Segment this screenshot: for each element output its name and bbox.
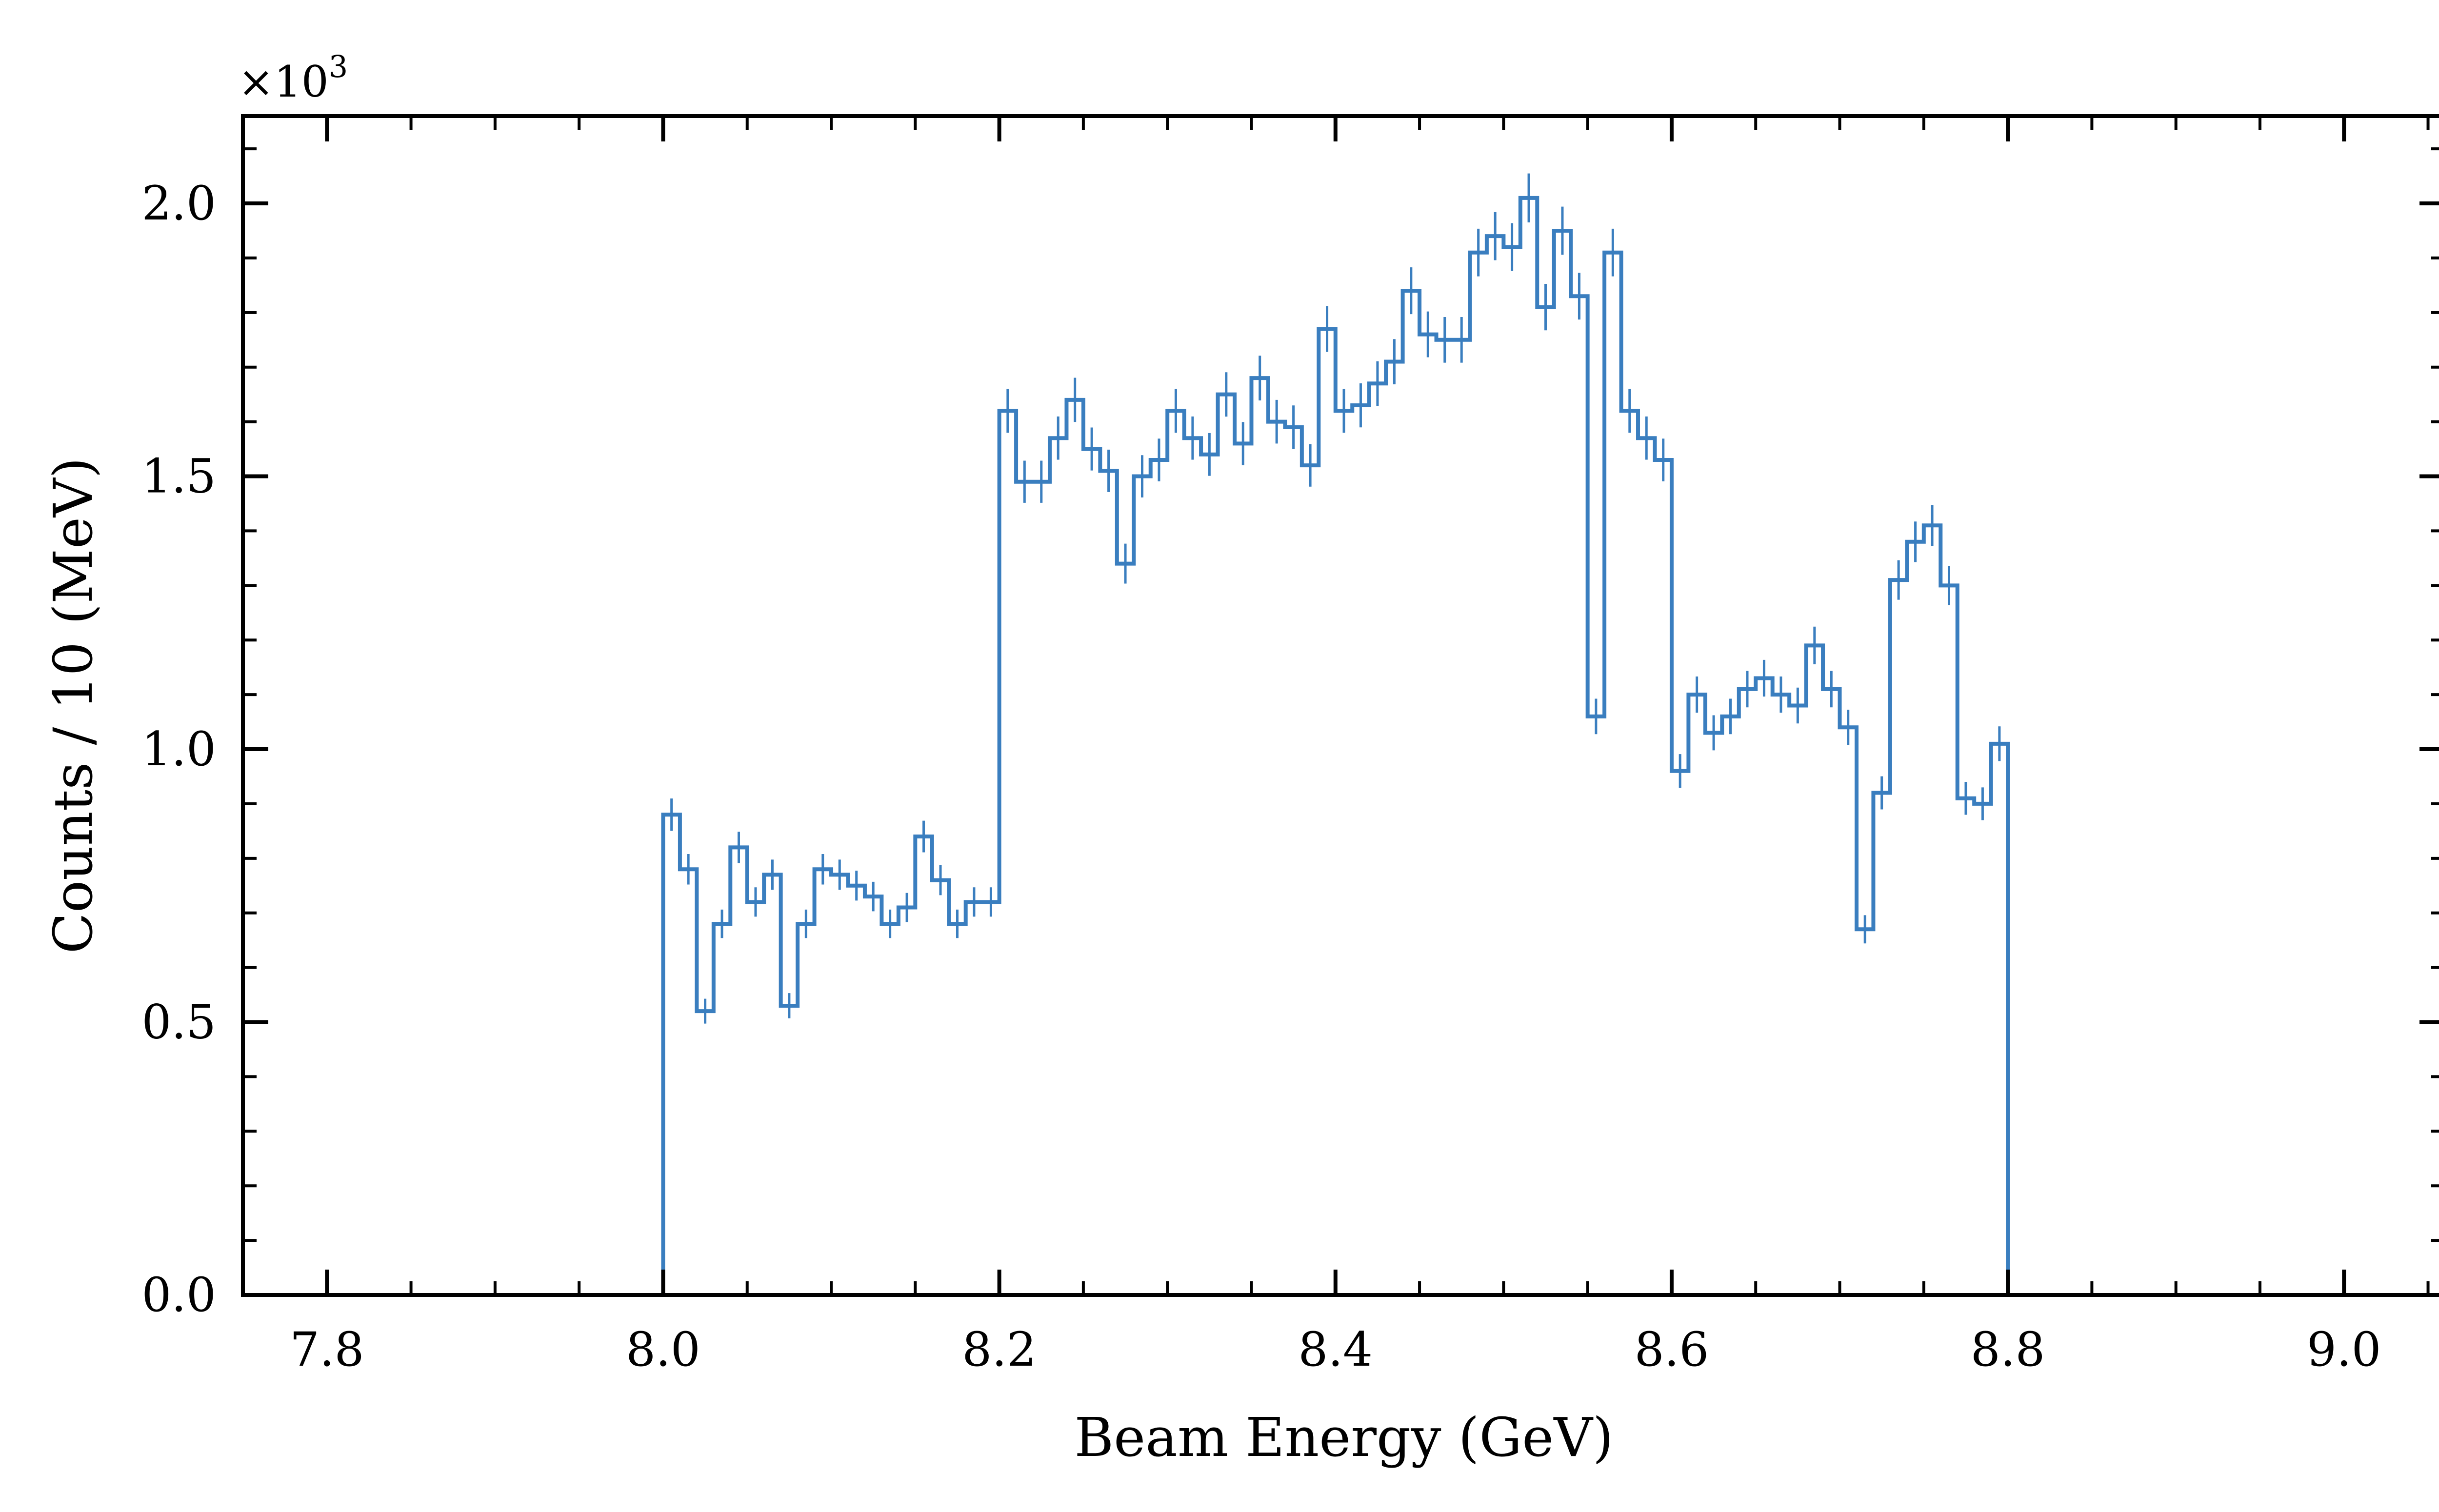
histogram-step-line [661, 196, 2010, 1295]
y-multiplier-base: ×10 [238, 57, 329, 107]
x-tick-label: 8.2 [962, 1322, 1037, 1377]
data-layer [243, 173, 2439, 1297]
y-tick-label: 1.5 [141, 449, 216, 504]
y-axis-label: Counts / 10 (MeV) [42, 458, 104, 954]
y-multiplier-label: ×103 [238, 49, 348, 107]
label-layer: 7.8 8.0 8.2 8.4 8.6 8.8 9.0 0.0 0.5 1.0 1.5 2.0 [141, 176, 2381, 1377]
x-tick-label: 7.8 [290, 1322, 364, 1377]
x-tick-label: 9.0 [2307, 1322, 2381, 1377]
x-tick-label: 8.6 [1635, 1322, 1709, 1377]
y-tick-label: 1.0 [141, 722, 216, 776]
y-multiplier-exponent: 3 [329, 49, 348, 84]
plot-frame [241, 114, 2439, 1297]
x-tick-label: 8.4 [1298, 1322, 1373, 1377]
y-tick-label: 2.0 [141, 176, 216, 231]
x-tick-label: 8.8 [1971, 1322, 2045, 1377]
y-tick-label: 0.0 [141, 1268, 216, 1322]
x-axis-label: Beam Energy (GeV) [1074, 1406, 1613, 1469]
y-tick-label: 0.5 [141, 995, 216, 1050]
x-tick-label: 8.0 [626, 1322, 700, 1377]
